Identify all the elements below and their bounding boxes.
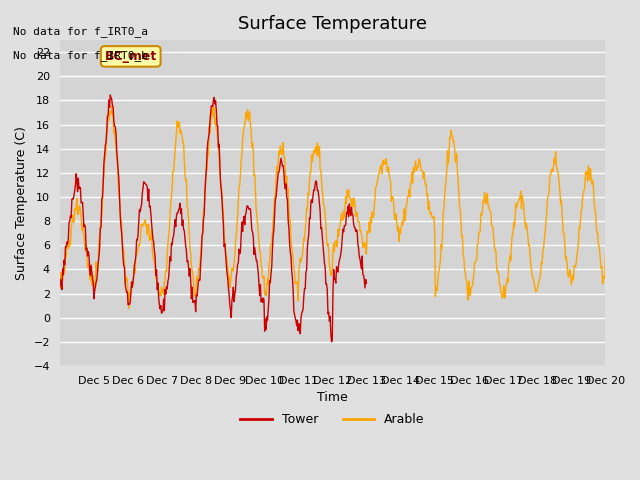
Title: Surface Temperature: Surface Temperature xyxy=(238,15,427,33)
Text: No data for f_IRT0_a: No data for f_IRT0_a xyxy=(13,25,148,36)
Y-axis label: Surface Temperature (C): Surface Temperature (C) xyxy=(15,126,28,280)
Legend: Tower, Arable: Tower, Arable xyxy=(236,408,430,432)
X-axis label: Time: Time xyxy=(317,391,348,404)
Text: BC_met: BC_met xyxy=(104,50,157,63)
Text: No data for f_IRT0_b: No data for f_IRT0_b xyxy=(13,49,148,60)
